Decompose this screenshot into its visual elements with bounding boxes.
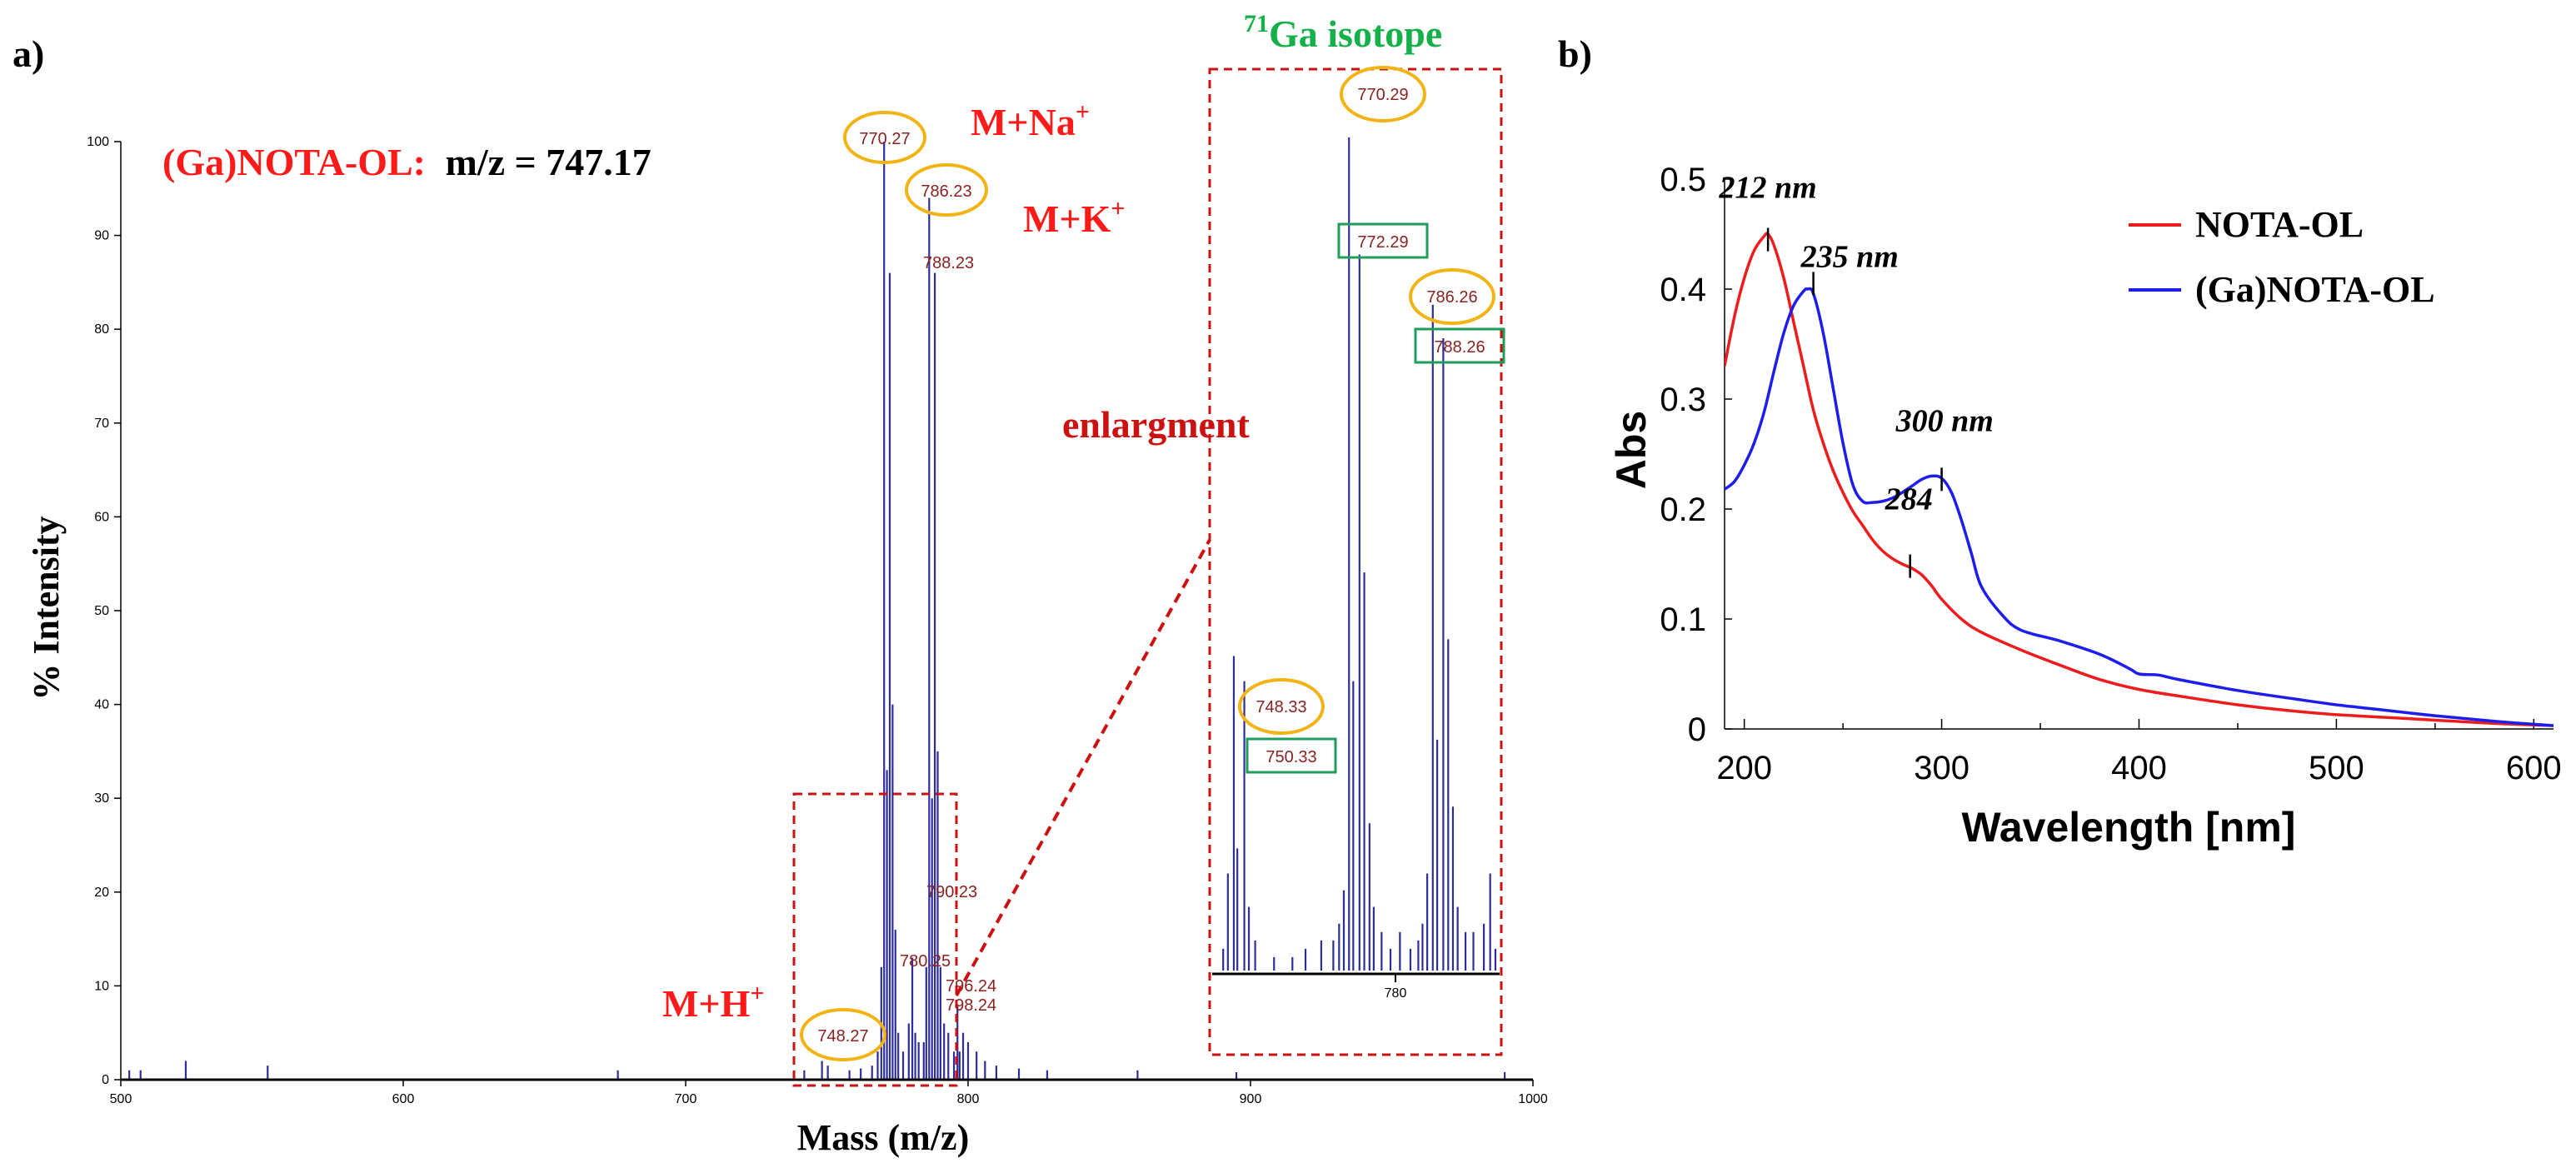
- isotope-label: 71Ga isotope: [1244, 10, 1442, 55]
- uv-annotation-label-1: 235 nm: [1800, 239, 1899, 274]
- ms-peak-label-748-27: 748.27: [817, 1027, 868, 1046]
- ms-x-axis-title: Mass (m/z): [797, 1117, 970, 1158]
- inset-peak-label-786-26: 786.26: [1426, 288, 1477, 307]
- ms-y-tick-label-0: 0: [102, 1073, 109, 1087]
- inset-box-788-26: [1414, 327, 1505, 364]
- inset-circle-748-33: [1238, 678, 1325, 735]
- adduct-h-base: M+H: [662, 982, 751, 1025]
- adduct-k-base: M+K: [1023, 197, 1111, 240]
- inset-peak-label-772-29: 772.29: [1357, 233, 1408, 252]
- ms-x-tick-label-900: 900: [1240, 1092, 1262, 1106]
- legend-label-ga-nota-ol: (Ga)NOTA-OL: [2195, 269, 2435, 310]
- ms-peak-label-780-25: 780.25: [900, 952, 951, 971]
- adduct-h-label: M+H+: [662, 980, 765, 1025]
- inset-peak-label-750-33: 750.33: [1266, 748, 1316, 766]
- circle-786-23: [905, 163, 988, 217]
- compound-annotation: (Ga)NOTA-OL: m/z = 747.17: [162, 141, 651, 183]
- inset-tick-label: 780: [1385, 986, 1407, 1001]
- ms-x-tick-label-700: 700: [675, 1092, 697, 1106]
- uv-y-tick-label-4: 0.4: [1660, 272, 1706, 308]
- uv-y-tick-label-1: 0.1: [1660, 601, 1706, 638]
- inset-plot: 780 770.29 772.29 786.26 788.26 748.33 750.33…: [1208, 10, 1505, 1056]
- uv-x-axis-title: Wavelength [nm]: [1962, 804, 2296, 851]
- inset-peak-label-748-33: 748.33: [1256, 698, 1306, 716]
- legend-label-nota-ol: NOTA-OL: [2195, 204, 2364, 245]
- ms-peak-label-786-23: 786.23: [921, 182, 971, 201]
- panel-b-label: b): [1558, 32, 1592, 75]
- ms-x-tick-label-800: 800: [957, 1092, 980, 1106]
- ms-x-tick-label-1000: 1000: [1518, 1092, 1548, 1106]
- circle-748-27: [800, 1008, 886, 1061]
- ms-y-tick-label-20: 20: [94, 886, 109, 900]
- uv-y-tick-label-0: 0: [1688, 711, 1706, 748]
- inset-circle-786-26: [1409, 268, 1495, 325]
- uv-annotation-label-2: 300 nm: [1895, 403, 1994, 438]
- uv-series-nota-ol: [1725, 232, 2554, 727]
- ms-x-tick-label-500: 500: [110, 1092, 132, 1106]
- uv-x-tick-label-600: 600: [2506, 750, 2562, 786]
- uv-y-tick-label-3: 0.3: [1660, 382, 1706, 418]
- uv-y-axis-title: Abs: [1608, 411, 1655, 489]
- mz-value-label: m/z = 747.17: [446, 141, 651, 183]
- adduct-na-label: M+Na+: [971, 98, 1090, 143]
- ms-y-tick-label-40: 40: [94, 698, 109, 712]
- ms-peak-label-798-24: 798.24: [946, 996, 996, 1015]
- uv-x-tick-label-300: 300: [1914, 750, 1969, 786]
- inset-circle-770-29: [1340, 66, 1426, 122]
- uv-y-tick-label-5: 0.5: [1660, 162, 1706, 198]
- ms-y-tick-label-90: 90: [94, 229, 109, 243]
- compound-label: (Ga)NOTA-OL:: [162, 141, 426, 183]
- adduct-k-label: M+K+: [1023, 195, 1126, 240]
- ms-x-tick-label-600: 600: [392, 1092, 415, 1106]
- circle-770-27: [843, 111, 926, 164]
- adduct-na-base: M+Na: [971, 101, 1076, 143]
- inset-dashed-border: [1208, 67, 1503, 1056]
- ms-y-tick-label-60: 60: [94, 510, 109, 524]
- enlargement-label: enlargment: [1062, 403, 1251, 446]
- uv-x-tick-label-400: 400: [2111, 750, 2167, 786]
- inset-box-750-33: [1246, 737, 1337, 774]
- ms-y-axis-title: % Intensity: [26, 516, 67, 700]
- uv-plot: 0 0.1 0.2 0.3 0.4 0.5 200 300 400 500 600 212 nm 23…: [1608, 162, 2562, 851]
- adduct-h-sup: +: [750, 980, 764, 1007]
- ms-y-tick-label-100: 100: [87, 135, 109, 149]
- ms-y-tick-label-70: 70: [94, 417, 109, 431]
- uv-y-tick-label-2: 0.2: [1660, 492, 1706, 528]
- ms-y-tick-label-10: 10: [94, 979, 109, 993]
- ms-peak-label-788-23: 788.23: [923, 254, 974, 272]
- isotope-text: Ga isotope: [1269, 12, 1442, 55]
- uv-legend: NOTA-OL (Ga)NOTA-OL: [2129, 204, 2435, 310]
- ms-y-tick-label-80: 80: [94, 322, 109, 337]
- ms-peak-label-770-27: 770.27: [859, 130, 910, 148]
- uv-x-tick-label-500: 500: [2309, 750, 2364, 786]
- panel-a-label: a): [12, 32, 44, 75]
- ms-y-tick-label-30: 30: [94, 791, 109, 806]
- isotope-superscript: 71: [1244, 10, 1269, 37]
- inset-box-772-29: [1337, 222, 1429, 259]
- ms-y-tick-label-50: 50: [94, 604, 109, 618]
- ms-plot: 0 10 20 30 40 50 60 70 80 90 100 500 600 700 800 900 100…: [26, 130, 1548, 1158]
- inset-peak-label-788-26: 788.26: [1434, 338, 1485, 357]
- ms-peak-label-796-24: 796.24: [946, 977, 996, 996]
- ms-peak-label-790-23: 790.23: [926, 883, 977, 901]
- uv-series--ga-nota-ol: [1725, 287, 2554, 727]
- uv-annotation-label-3: 284: [1885, 482, 1933, 517]
- uv-annotation-label-0: 212 nm: [1719, 171, 1817, 206]
- adduct-k-sup: +: [1111, 195, 1125, 222]
- adduct-na-sup: +: [1076, 98, 1090, 126]
- uv-x-tick-label-200: 200: [1716, 750, 1772, 786]
- enlargement-connector: [955, 539, 1211, 996]
- inset-peak-label-770-29: 770.29: [1357, 86, 1408, 104]
